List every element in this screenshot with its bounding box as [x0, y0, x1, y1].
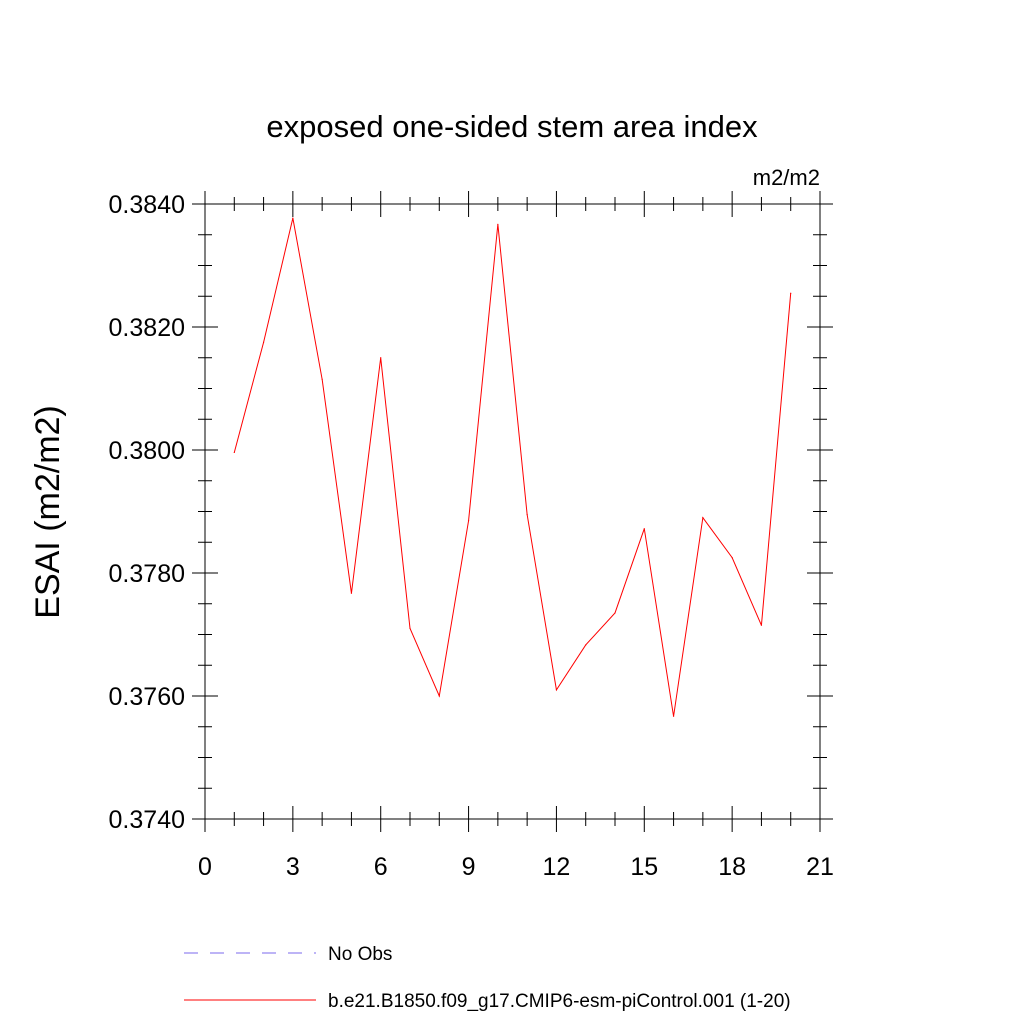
y-tick-label: 0.3820: [109, 314, 185, 342]
x-tick-label: 3: [286, 853, 300, 881]
data-point: [614, 612, 616, 614]
data-point: [467, 520, 470, 522]
y-tick-label: 0.3760: [109, 683, 185, 711]
data-point: [438, 695, 440, 697]
data-point: [233, 451, 235, 454]
units-label: m2/m2: [753, 165, 820, 190]
data-point: [702, 517, 704, 519]
data-point: [262, 341, 265, 343]
data-point: [790, 292, 792, 294]
x-tick-label: 0: [198, 853, 212, 881]
data-point: [643, 528, 645, 530]
x-tick-label: 12: [543, 853, 571, 881]
series-line: [233, 218, 792, 717]
y-tick-label: 0.3800: [109, 437, 185, 465]
x-tick-label: 6: [374, 853, 388, 881]
data-point: [672, 715, 675, 717]
x-tick-label: 9: [462, 853, 476, 881]
y-tick-label: 0.3840: [109, 191, 185, 219]
data-point: [585, 644, 587, 646]
data-point: [555, 689, 558, 691]
x-ticks: 0 3 6 9 12 15 18 21: [198, 191, 834, 881]
data-point: [497, 223, 499, 225]
legend: No Obs b.e21.B1850.f09_g17.CMIP6-esm-piCo…: [184, 944, 791, 1012]
data-point: [321, 378, 323, 380]
data-point: [760, 624, 763, 626]
legend-label: b.e21.B1850.f09_g17.CMIP6-esm-piControl.…: [328, 991, 791, 1012]
data-point: [409, 627, 411, 629]
y-axis-label: ESAI (m2/m2): [29, 405, 67, 618]
data-point: [292, 217, 294, 219]
legend-label: No Obs: [328, 944, 392, 965]
x-tick-label: 21: [806, 853, 834, 881]
series-layer: [233, 217, 792, 717]
plot-frame: [204, 203, 821, 820]
data-point: [731, 557, 733, 559]
x-tick-label: 15: [630, 853, 658, 881]
data-point: [380, 357, 382, 359]
data-point: [350, 592, 353, 594]
y-tick-label: 0.3780: [109, 560, 185, 588]
chart-title: exposed one-sided stem area index: [266, 109, 758, 144]
x-tick-label: 18: [718, 853, 746, 881]
y-ticks: 0.3740 0.3760 0.3780 0.3800 0.3820 0.3840: [109, 191, 833, 834]
data-point: [526, 513, 528, 516]
y-tick-label: 0.3740: [109, 806, 185, 834]
